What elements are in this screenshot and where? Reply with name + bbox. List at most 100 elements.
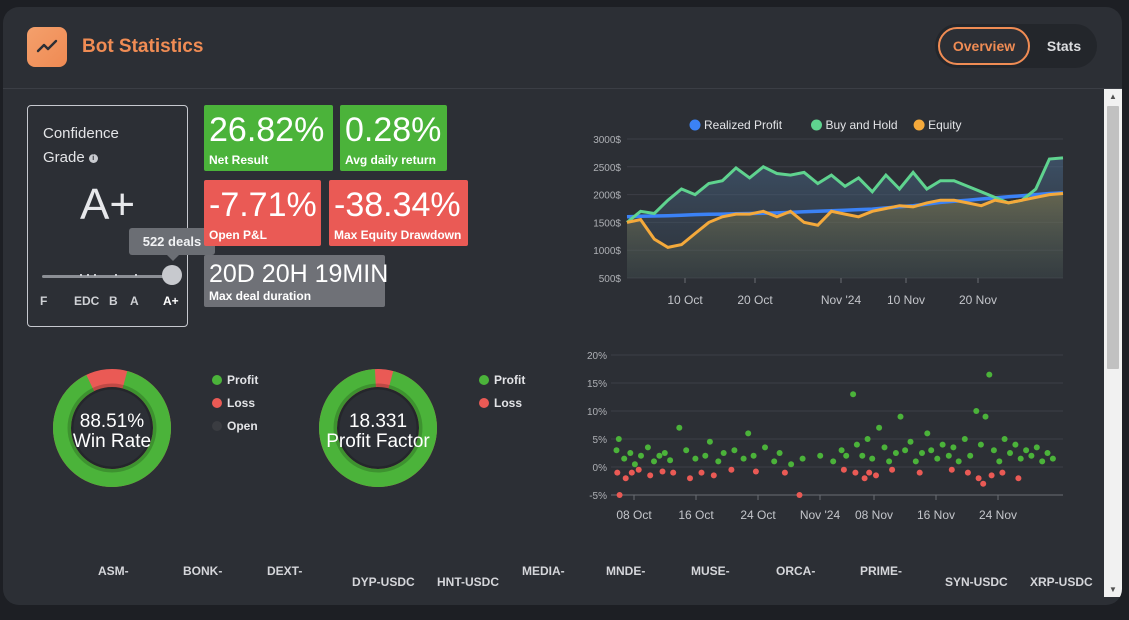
profit-point [1007, 450, 1013, 456]
y-tick-label: 500$ [599, 274, 622, 285]
symbol-label[interactable]: ASM- [98, 564, 129, 578]
profit-point [656, 452, 663, 459]
profit-point [939, 441, 946, 448]
profit-point [902, 447, 909, 454]
profit-point [621, 455, 628, 462]
profit-point [631, 461, 638, 468]
equity-line-chart: Realized Profit Buy and Hold Equity 500$ 100… [593, 118, 1064, 307]
profit-point [615, 436, 622, 442]
loss-point [670, 469, 677, 476]
view-tabs: Overview Stats [935, 24, 1097, 68]
legend-label: Realized Profit [704, 118, 783, 132]
symbol-label[interactable]: HNT-USDC [437, 575, 499, 589]
symbol-label[interactable]: MUSE- [691, 564, 730, 578]
symbol-label[interactable]: PRIME- [860, 564, 902, 578]
max-equity-drawdown-card: -38.34% Max Equity Drawdown [329, 180, 468, 246]
symbol-label[interactable]: XRP-USDC [1030, 575, 1093, 589]
loss-point [710, 472, 717, 479]
legend-dot [212, 398, 222, 408]
y-tick-label: -5% [589, 491, 607, 502]
win-rate-label: Win Rate [72, 431, 152, 452]
profit-point [853, 441, 860, 448]
y-tick-label: 5% [593, 435, 608, 446]
profit-point [961, 436, 968, 442]
profit-point [817, 452, 824, 459]
win-legend-loss: Loss [212, 396, 255, 410]
scrollbar-thumb[interactable] [1107, 106, 1119, 369]
profit-point [613, 447, 620, 454]
confidence-grade-panel: Confidence Grade i A+ 522 deals F EDC B A… [27, 105, 215, 327]
grade-slider-track[interactable] [42, 275, 174, 278]
win-rate-value: 88.51% [79, 411, 145, 432]
profit-point [799, 455, 806, 462]
profit-point [869, 455, 876, 462]
profit-point [986, 371, 993, 378]
symbol-label[interactable]: MEDIA- [522, 564, 565, 578]
profit-point [715, 458, 722, 465]
vertical-scrollbar[interactable]: ▲ ▼ [1104, 89, 1122, 597]
max-deal-duration-value: 20D 20H 19MIN [209, 260, 389, 288]
donut-inner-shade [333, 383, 423, 473]
profit-point [892, 450, 899, 456]
loss-point [698, 469, 705, 476]
profit-point [919, 450, 925, 456]
profit-point [881, 444, 888, 451]
symbol-label[interactable]: BONK- [183, 564, 223, 578]
scroll-up-arrow-icon[interactable]: ▲ [1109, 92, 1117, 101]
scale-label-b: B [109, 294, 118, 308]
confidence-grade-title: Confidence Grade i [43, 122, 153, 170]
realized-profit-line [626, 191, 1064, 219]
loss-point [873, 472, 879, 479]
scroll-down-arrow-icon[interactable]: ▼ [1109, 585, 1117, 594]
loss-point [1015, 475, 1022, 482]
profit-point [1001, 436, 1008, 442]
profit-point [661, 450, 668, 456]
grade-slider-tick [87, 274, 89, 276]
profit-point [788, 461, 795, 468]
profit-point [876, 424, 883, 431]
grade-slider-tick [115, 274, 117, 276]
loss-point [916, 469, 923, 476]
loss-point [840, 466, 847, 473]
profit-point [706, 438, 713, 445]
symbol-label[interactable]: MNDE- [606, 564, 646, 578]
symbol-label[interactable]: DEXT- [267, 564, 303, 578]
x-tick-label: 08 Oct [616, 508, 652, 522]
symbol-label[interactable]: DYP-USDC [352, 575, 415, 589]
loss-point [889, 466, 896, 473]
loss-point [975, 475, 982, 482]
y-tick-label: 0% [593, 463, 608, 474]
y-tick-label: 15% [587, 379, 607, 390]
profit-point [750, 452, 757, 459]
legend-label: Open [227, 419, 258, 433]
x-tick-label: Nov '24 [800, 508, 841, 522]
symbol-label[interactable]: SYN-USDC [945, 575, 1008, 589]
tab-stats[interactable]: Stats [1046, 38, 1082, 54]
chart-line-icon [27, 27, 67, 67]
legend-dot [689, 119, 701, 131]
profit-point [692, 455, 699, 462]
profit-point [859, 452, 866, 459]
profit-point [667, 457, 674, 464]
symbol-label[interactable]: ORCA- [776, 564, 816, 578]
info-icon[interactable]: i [88, 153, 98, 163]
profit-point [1023, 447, 1030, 454]
profit-point [1033, 444, 1040, 451]
app-title: Bot Statistics [82, 36, 204, 57]
open-pnl-value: -7.71% [209, 186, 317, 224]
profit-factor-label: Profit Factor [326, 431, 430, 452]
legend-label: Buy and Hold [826, 118, 898, 132]
win-legend-profit: Profit [212, 373, 258, 387]
open-pnl-card: -7.71% Open P&L [204, 180, 321, 246]
tab-overview[interactable]: Overview [938, 27, 1030, 65]
net-result-value: 26.82% [209, 111, 325, 149]
grade-slider-thumb[interactable] [162, 265, 182, 285]
y-tick-label: 2500$ [593, 163, 621, 174]
scale-label-edc: EDC [74, 294, 100, 308]
legend-label: Profit [227, 373, 259, 387]
x-tick-label: 24 Oct [740, 508, 776, 522]
profit-point [982, 413, 989, 420]
profit-point [897, 413, 904, 420]
legend-dot [479, 398, 489, 408]
y-tick-label: 1500$ [593, 218, 621, 229]
